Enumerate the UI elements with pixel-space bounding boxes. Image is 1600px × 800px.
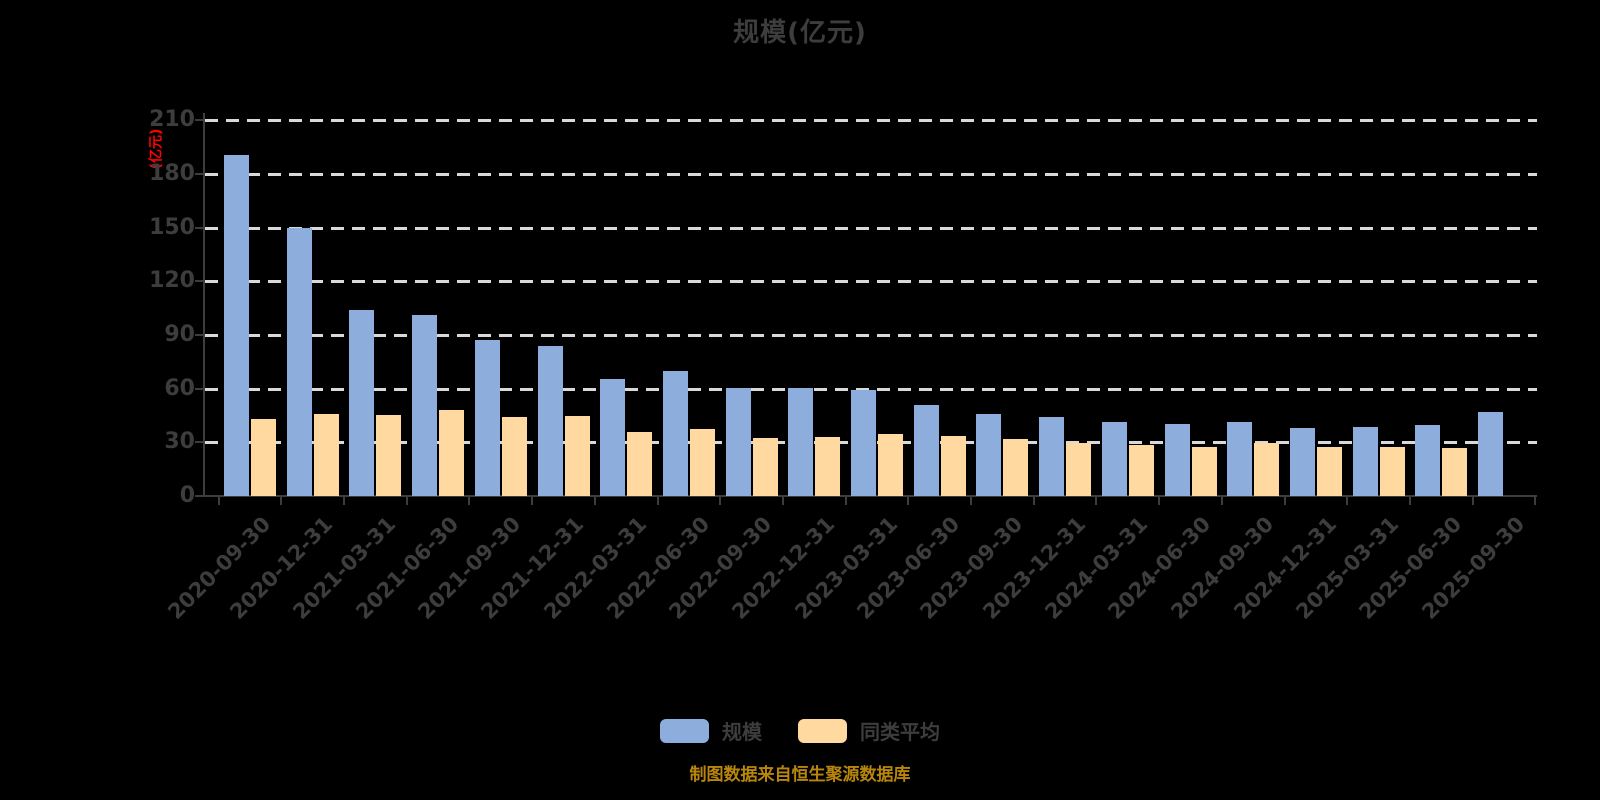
y-tick-label: 60 xyxy=(164,375,195,401)
x-axis-tick xyxy=(1220,497,1223,505)
x-axis-tick xyxy=(217,497,220,505)
bar[interactable] xyxy=(689,429,715,496)
data-source-note: 制图数据来自恒生聚源数据库 xyxy=(689,765,911,785)
y-axis-tick xyxy=(195,172,203,175)
gridline xyxy=(205,333,1537,337)
bar[interactable] xyxy=(313,414,339,496)
bar[interactable] xyxy=(376,415,402,496)
x-axis-line xyxy=(203,495,1537,497)
bar[interactable] xyxy=(1316,446,1342,496)
bar[interactable] xyxy=(1101,421,1127,496)
bar[interactable] xyxy=(788,388,814,496)
bar[interactable] xyxy=(815,436,841,496)
x-axis-tick xyxy=(781,497,784,505)
bar[interactable] xyxy=(1191,447,1217,496)
bar[interactable] xyxy=(564,415,590,496)
y-tick-label: 210 xyxy=(149,107,195,133)
bar[interactable] xyxy=(501,417,527,496)
bar[interactable] xyxy=(940,436,966,496)
legend-item-peer-average[interactable]: 同类平均 xyxy=(798,716,940,745)
x-axis-tick xyxy=(1346,497,1349,505)
x-axis-tick xyxy=(280,497,283,505)
bar[interactable] xyxy=(851,390,876,496)
bar[interactable] xyxy=(439,410,465,496)
y-axis-tick xyxy=(195,495,203,497)
bar[interactable] xyxy=(1164,423,1190,496)
y-axis-tick xyxy=(195,280,203,283)
x-axis-tick xyxy=(1158,497,1161,505)
x-axis-tick xyxy=(1032,497,1035,505)
x-axis-tick xyxy=(970,497,973,505)
y-tick-label: 0 xyxy=(179,483,195,508)
chart-title: 规模(亿元) xyxy=(733,18,867,48)
bar[interactable] xyxy=(286,227,312,496)
bar[interactable] xyxy=(474,340,500,496)
x-axis-tick xyxy=(1283,497,1286,505)
y-axis-tick xyxy=(195,119,203,122)
bar[interactable] xyxy=(1227,422,1253,496)
x-axis-tick xyxy=(593,497,596,505)
legend-swatch-scale xyxy=(660,718,709,743)
bar[interactable] xyxy=(537,345,563,496)
bar[interactable] xyxy=(600,378,626,496)
y-axis-tick xyxy=(195,333,203,336)
gridline xyxy=(205,172,1537,176)
x-axis-tick xyxy=(719,497,722,505)
bar[interactable] xyxy=(627,431,653,496)
y-tick-label: 30 xyxy=(164,429,195,455)
bar[interactable] xyxy=(412,314,438,496)
legend-label: 规模 xyxy=(722,720,762,744)
y-axis-tick xyxy=(195,441,203,444)
x-axis-tick xyxy=(1534,497,1537,505)
x-axis-tick xyxy=(907,497,910,505)
bar[interactable] xyxy=(1352,427,1378,496)
y-tick-label: 120 xyxy=(149,268,195,294)
bar[interactable] xyxy=(224,155,249,496)
x-axis-tick xyxy=(1408,497,1411,505)
bar[interactable] xyxy=(1442,448,1468,496)
bar[interactable] xyxy=(752,437,778,496)
gridline xyxy=(205,226,1537,230)
gridline xyxy=(205,387,1537,391)
gridline xyxy=(205,119,1537,123)
bar[interactable] xyxy=(251,419,276,496)
bar[interactable] xyxy=(1066,443,1092,496)
legend-label: 同类平均 xyxy=(860,720,940,744)
bar[interactable] xyxy=(1254,442,1280,496)
bar[interactable] xyxy=(878,434,903,496)
bar[interactable] xyxy=(725,388,751,496)
y-axis-tick xyxy=(195,226,203,229)
x-axis-tick xyxy=(1471,497,1474,505)
x-axis-tick xyxy=(343,497,346,505)
legend-swatch-peer-average xyxy=(798,718,847,743)
x-axis-tick xyxy=(405,497,408,505)
x-axis-tick xyxy=(1095,497,1098,505)
bar[interactable] xyxy=(913,405,939,496)
bar[interactable] xyxy=(662,371,688,496)
legend: 规模 同类平均 xyxy=(0,716,1600,745)
bar[interactable] xyxy=(1415,425,1441,496)
y-axis-line xyxy=(203,113,205,497)
legend-item-scale[interactable]: 规模 xyxy=(660,716,762,745)
y-tick-label: 90 xyxy=(164,321,195,347)
bar[interactable] xyxy=(1478,412,1503,496)
bar[interactable] xyxy=(976,414,1002,496)
y-tick-label: 180 xyxy=(149,160,195,186)
gridline xyxy=(205,280,1537,284)
x-axis-tick xyxy=(531,497,534,505)
bar[interactable] xyxy=(1289,427,1315,496)
y-axis-tick xyxy=(195,387,203,390)
x-axis-tick xyxy=(844,497,847,505)
bar[interactable] xyxy=(349,310,375,496)
x-axis-tick xyxy=(656,497,659,505)
bar[interactable] xyxy=(1003,438,1029,496)
bar[interactable] xyxy=(1128,444,1154,496)
y-tick-label: 150 xyxy=(149,214,195,240)
x-axis-tick xyxy=(468,497,471,505)
bar[interactable] xyxy=(1379,447,1405,496)
bar[interactable] xyxy=(1039,416,1065,496)
